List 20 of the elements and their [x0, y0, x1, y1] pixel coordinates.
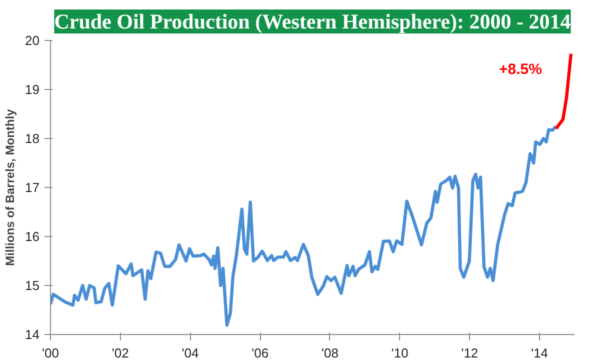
y-tick-label: 15	[25, 278, 40, 293]
y-tick-label: 17	[25, 180, 40, 195]
x-tick-label: '08	[321, 346, 338, 360]
y-tick-label: 18	[25, 131, 40, 146]
y-tick-label: 14	[25, 327, 40, 342]
line-series	[554, 52, 573, 130]
x-tick-label: '02	[112, 346, 129, 360]
x-tick-label: '06	[252, 346, 269, 360]
x-tick-label: '10	[391, 346, 408, 360]
y-axis-title: Millions of Barrels, Monthly	[3, 108, 18, 266]
y-tick-label: 19	[25, 82, 40, 97]
y-tick-label: 20	[25, 33, 40, 48]
x-tick-label: '12	[461, 346, 478, 360]
annotation: +8.5%	[499, 61, 542, 78]
line-series	[50, 124, 558, 327]
x-tick-label: '04	[182, 346, 199, 360]
x-tick-label: '00	[42, 346, 59, 360]
y-tick-label: 16	[25, 229, 40, 244]
x-tick-label: '14	[531, 346, 548, 360]
chart-title: Crude Oil Production (Western Hemisphere): 2000 - 2014	[54, 10, 572, 34]
